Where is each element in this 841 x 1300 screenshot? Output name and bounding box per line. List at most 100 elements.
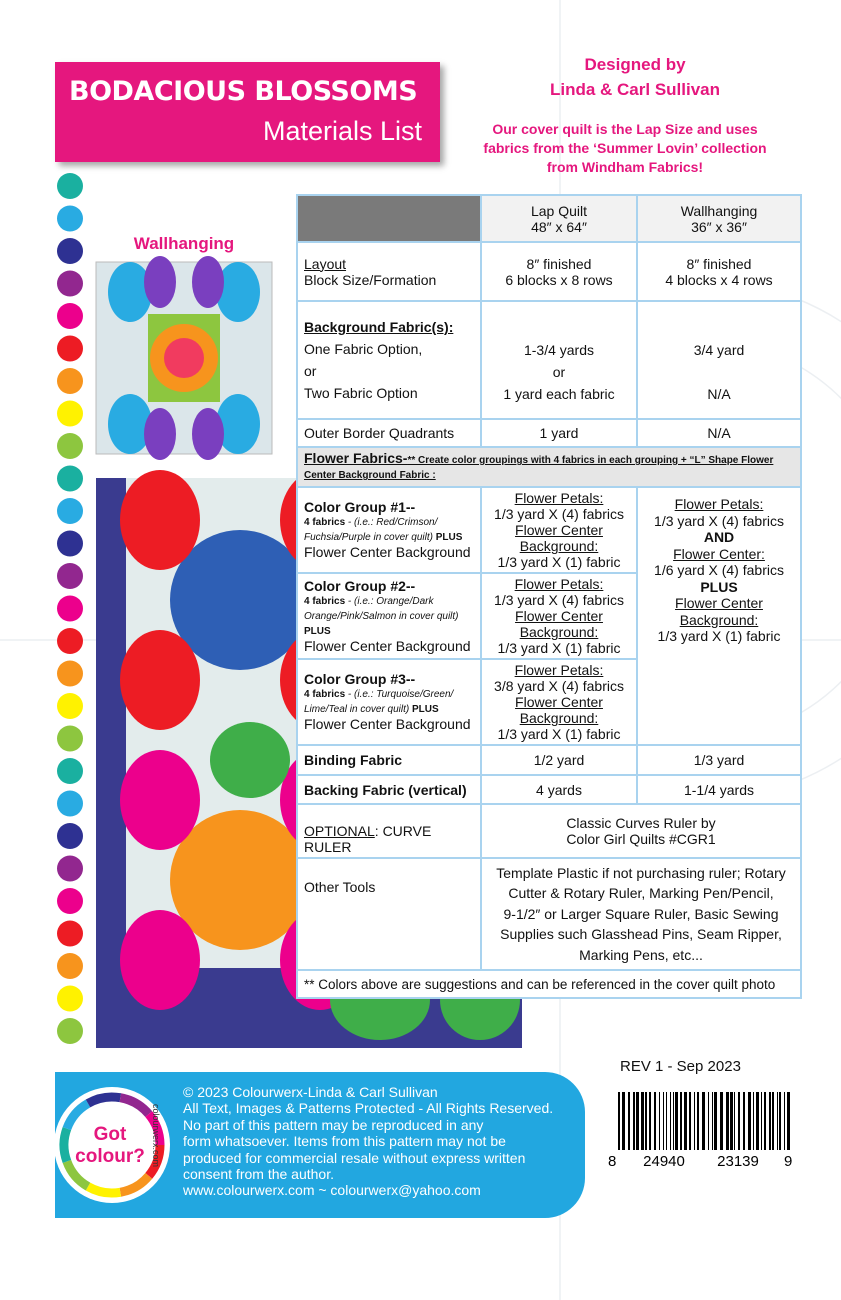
dot: [57, 205, 83, 232]
text-line: All Text, Images & Patterns Protected - …: [183, 1100, 554, 1117]
bar-stripe: [784, 1092, 785, 1150]
fabrics: 4 fabrics: [304, 689, 346, 700]
row: Color Group #1-- 4 fabrics - (i.e.: Red/C…: [296, 486, 802, 746]
cell: Flower Petals: 1/3 yard X (4) fabrics AND F…: [636, 486, 802, 746]
dot: [57, 855, 83, 882]
bar-stripe: [748, 1092, 751, 1150]
text-line: 6 blocks x 8 rows: [505, 271, 613, 288]
dot: [57, 433, 83, 459]
dot: [57, 303, 83, 329]
dot: [57, 693, 83, 719]
text-line: Flower Center Background:: [675, 595, 763, 628]
color-dots: [57, 173, 83, 1044]
text-line: No part of this pattern may be reproduce…: [183, 1116, 484, 1133]
row: Layout Block Size/Formation 8″ finished 6 …: [296, 241, 802, 302]
dot: [57, 238, 83, 264]
cell: Wallhanging 36″ x 36″: [636, 194, 802, 243]
cell: Flower Petals: 3/8 yard X (4) fabrics Flow…: [480, 658, 638, 746]
text-line: 1/3 yard X (1) fabric: [497, 726, 621, 742]
bar-stripe: [708, 1092, 709, 1150]
barcode-digit: 9: [784, 1153, 792, 1170]
ring-segment: [59, 1127, 72, 1163]
wallhanging-image: [95, 256, 273, 460]
cell: [296, 194, 482, 243]
plus: PLUS: [412, 704, 439, 715]
text-line: Color Girl Quilts #CGR1: [566, 831, 716, 847]
text-line: Supplies such Glasshead Pins, Seam Rippe…: [500, 926, 782, 943]
text-line: from Windham Fabrics!: [546, 159, 704, 175]
cell: Classic Curves Ruler by Color Girl Quilts…: [480, 803, 802, 859]
footer: © 2023 Colourwerx-Linda & Carl Sullivan A…: [55, 1072, 585, 1218]
dot: [57, 920, 83, 947]
barcode-digit: 24940: [643, 1153, 685, 1170]
cell: Backing Fabric (vertical): [296, 774, 482, 805]
row: Color Group #2-- 4 fabrics - (i.e.: Orang…: [296, 572, 801, 660]
text-line: Flower Center Background:: [515, 608, 603, 640]
bar-stripe: [787, 1092, 790, 1150]
text-line: Classic Curves Ruler by: [566, 815, 716, 831]
bar-stripe: [684, 1092, 687, 1150]
subtitle: Materials List: [262, 116, 422, 146]
bar-stripe: [633, 1092, 635, 1150]
row: Other Tools Template Plastic if not purc…: [296, 857, 802, 971]
bar-stripe: [641, 1092, 644, 1150]
row: Outer Border Quadrants 1 yard N/A: [296, 418, 802, 448]
dot: [57, 953, 83, 979]
text-line: 1/6 yard X (4) fabrics: [654, 562, 784, 578]
group-title: Color Group #1--: [304, 499, 416, 515]
dot: [57, 888, 83, 914]
text-line: Flower Center Background:: [515, 694, 603, 726]
bar-stripe: [666, 1092, 667, 1150]
row: Background Fabric(s): One Fabric Option, o…: [296, 300, 802, 420]
group-title: Color Group #3--: [304, 671, 416, 687]
bar-stripe: [622, 1092, 625, 1150]
bar-stripe: [697, 1092, 699, 1150]
barcode-digit: 23139: [717, 1153, 759, 1170]
dot: [57, 530, 83, 557]
cell: Lap Quilt 48″ x 64″: [480, 194, 638, 243]
dot: [57, 368, 83, 394]
text-line: 1 yard each fabric: [503, 386, 615, 402]
text-line: 9-1/2″ or Larger Square Ruler, Basic Sew…: [503, 905, 779, 922]
cell: Layout Block Size/Formation: [296, 241, 482, 302]
col-name: Lap Quilt: [530, 202, 588, 219]
text-line: © 2023 Colourwerx-Linda & Carl Sullivan: [183, 1084, 438, 1100]
bar-stripe: [738, 1092, 740, 1150]
cell: 1-3/4 yards or 1 yard each fabric: [480, 300, 638, 420]
cell: Template Plastic if not purchasing ruler…: [480, 857, 802, 971]
text-line: 4 blocks x 4 rows: [665, 271, 773, 288]
cover-note: Our cover quilt is the Lap Size and uses…: [455, 120, 795, 177]
dot: [57, 985, 83, 1012]
bar-stripe: [764, 1092, 766, 1150]
cell: 8″ finished 6 blocks x 8 rows: [480, 241, 638, 302]
bar-stripe: [712, 1092, 713, 1150]
label: Block Size/Formation: [304, 271, 437, 288]
ring-segment: [62, 1159, 91, 1191]
label: Background Fabric(s):: [304, 319, 454, 335]
bar-stripe: [675, 1092, 678, 1150]
row: Backing Fabric (vertical) 4 yards 1-1/4 …: [296, 774, 802, 805]
text-line: produced for commercial resale without e…: [183, 1149, 526, 1166]
ring-segment: [62, 1099, 91, 1131]
label: OPTIONAL: [304, 823, 375, 839]
text-line: 1/3 yard X (1) fabric: [497, 640, 621, 656]
text-line: Flower Petals:: [514, 662, 604, 678]
bar-stripe: [636, 1092, 639, 1150]
text-line: Two Fabric Option: [304, 385, 418, 401]
text-line: Marking Pens, etc...: [579, 946, 703, 963]
dot: [57, 400, 83, 427]
cell: 1/2 yard: [480, 744, 638, 776]
cell: 1/3 yard: [636, 744, 802, 776]
text-line: or: [552, 364, 566, 380]
dot: [57, 725, 83, 752]
dot: [57, 823, 83, 849]
ring-segment: [119, 1172, 153, 1197]
text-line: 3/4 yard: [693, 342, 745, 358]
text-line: 1-3/4 yards: [523, 342, 595, 358]
text-line: Cutter & Rotary Ruler, Marking Pen/Penci…: [508, 885, 774, 902]
dot: [57, 335, 83, 362]
bar-stripe: [753, 1092, 754, 1150]
bar-stripe: [772, 1092, 774, 1150]
bar-stripe: [777, 1092, 778, 1150]
col-size: 36″ x 36″: [691, 218, 747, 235]
